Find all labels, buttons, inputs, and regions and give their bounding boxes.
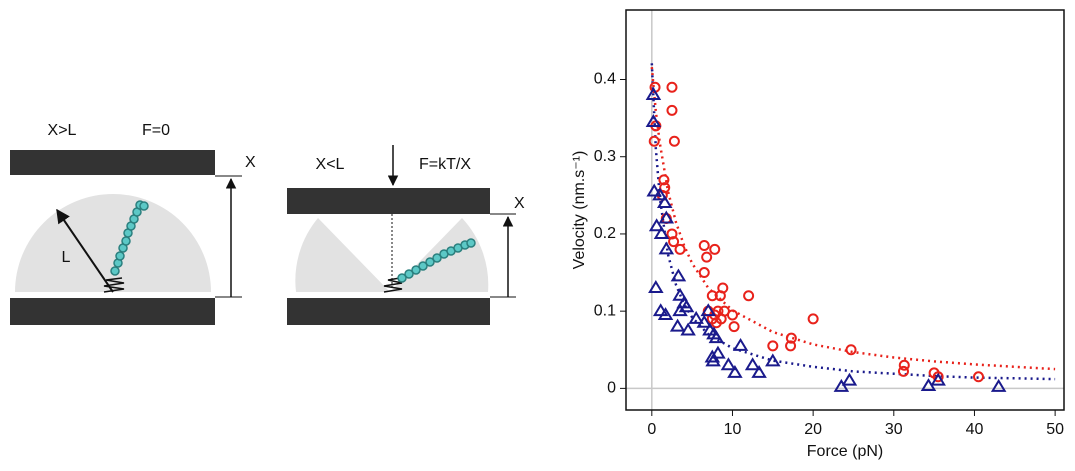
circle-point: [714, 290, 726, 302]
circle-point: [666, 228, 678, 240]
triangle-point: [700, 303, 717, 317]
circle-point: [897, 365, 909, 377]
y-tick-label: 0.3: [594, 148, 616, 165]
triangle-point: [696, 314, 713, 328]
circle-point: [767, 340, 779, 352]
triangle-point: [658, 241, 675, 255]
triangle-point: [652, 187, 668, 201]
x-tick-label: 10: [724, 421, 742, 438]
triangle-point: [648, 218, 665, 232]
triangle-point: [710, 345, 726, 359]
triangle-point: [646, 183, 662, 197]
triangle-point: [653, 225, 670, 239]
triangle-point: [656, 195, 673, 209]
triangle-point: [705, 353, 721, 367]
angle-region: [15, 194, 211, 292]
triangle-point: [670, 268, 687, 282]
angle-region: [295, 218, 390, 292]
diagram-right: X<L F=kT/X X: [287, 145, 525, 325]
circle-point: [698, 267, 710, 279]
circle-point: [845, 344, 857, 356]
circle-point: [972, 371, 984, 383]
circle-point: [785, 340, 797, 352]
triangle-point: [704, 349, 721, 363]
label: X<L: [316, 156, 345, 173]
diagram-left: X>L F=0 X L: [10, 122, 256, 325]
plate: [10, 150, 215, 175]
linker: [103, 277, 125, 293]
circle-point: [668, 135, 680, 147]
fit-line: [650, 63, 1056, 381]
circle-point: [701, 251, 713, 263]
circle-point: [728, 321, 740, 333]
y-tick-label: 0.4: [594, 71, 616, 88]
triangle-point: [657, 307, 674, 321]
linker: [383, 277, 403, 293]
x-tick-label: 40: [966, 421, 984, 438]
circle-point: [668, 236, 680, 248]
circle-point: [807, 313, 819, 325]
x-axis-label: Force (pN): [807, 443, 883, 460]
circle-point: [666, 104, 678, 116]
triangle-point: [645, 86, 662, 100]
triangle-point: [732, 337, 749, 351]
x-tick-label: 50: [1046, 421, 1064, 438]
x-tick-label: 20: [804, 421, 822, 438]
plate: [287, 188, 490, 214]
circle-point: [709, 243, 721, 255]
triangle-point: [669, 318, 686, 332]
plot-frame: [625, 9, 1065, 411]
triangle-point: [765, 353, 781, 367]
circle-point: [743, 290, 755, 302]
circle-point: [932, 371, 944, 383]
length-arrow: [56, 208, 114, 293]
circle-point: [666, 81, 678, 93]
circle-point: [898, 359, 910, 371]
triangle-point: [645, 114, 662, 127]
x-tick-label: 30: [885, 421, 903, 438]
y-tick-label: 0.2: [594, 225, 616, 242]
triangle-point: [833, 378, 850, 392]
triangle-point: [680, 322, 696, 336]
label: X: [245, 154, 256, 171]
triangle-point: [930, 372, 946, 386]
label: F=0: [142, 122, 170, 139]
triangle-point: [841, 372, 858, 386]
triangle-point: [672, 287, 688, 301]
label: X>L: [48, 122, 77, 139]
triangle-point: [720, 357, 737, 371]
y-tick-label: 0: [607, 380, 616, 397]
filament: [110, 200, 149, 276]
chart: Force (pN) Velocity (nm.s⁻¹) 0 10 20 30 40 50…: [571, 9, 1065, 460]
plate: [10, 298, 215, 325]
triangle-point: [990, 378, 1007, 392]
triangle-point: [672, 303, 688, 317]
label: F=kT/X: [419, 156, 471, 173]
label: L: [62, 249, 71, 266]
circle-point: [658, 174, 670, 186]
circle-point: [648, 135, 660, 147]
triangle-point: [678, 299, 695, 313]
triangle-point: [648, 280, 664, 293]
triangle-point: [744, 357, 761, 371]
circle-point: [785, 332, 797, 344]
filament: [397, 238, 476, 283]
plate: [287, 298, 490, 325]
circle-point: [674, 243, 686, 255]
label: X: [514, 195, 525, 212]
circle-point: [710, 317, 722, 329]
circle-point: [698, 240, 710, 252]
triangle-point: [708, 330, 725, 344]
triangle-point: [727, 364, 743, 378]
circle-point: [726, 309, 738, 321]
triangle-point: [751, 364, 767, 378]
triangle-point: [658, 210, 675, 224]
triangle-point: [688, 310, 704, 324]
y-tick-label: 0.1: [594, 302, 616, 319]
y-axis-label: Velocity (nm.s⁻¹): [571, 151, 588, 270]
x-tick-label: 0: [647, 421, 656, 438]
